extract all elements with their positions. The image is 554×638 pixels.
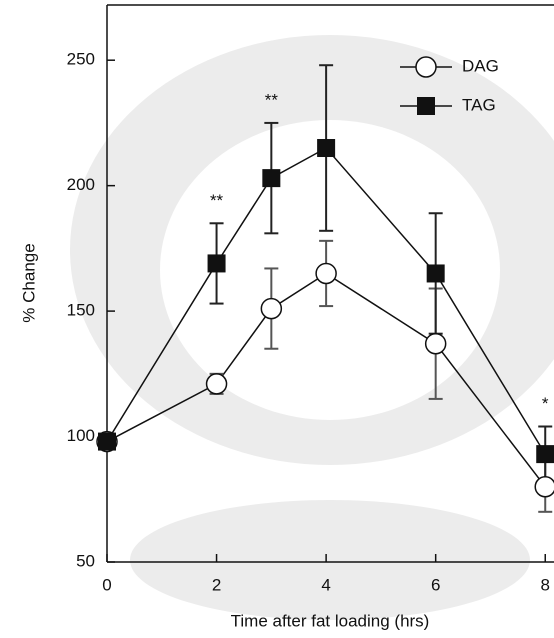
marker: [424, 332, 447, 355]
marker: [262, 169, 281, 188]
marker: [317, 139, 336, 158]
legend-marker: [415, 56, 437, 78]
x-tick-label: 6: [431, 575, 440, 594]
y-tick-label: 250: [67, 50, 95, 69]
x-tick-label: 4: [321, 575, 330, 594]
y-tick-label: 150: [67, 301, 95, 320]
marker: [534, 475, 554, 498]
legend-marker: [417, 97, 435, 115]
watermark: [70, 35, 554, 620]
marker: [315, 262, 337, 285]
series-line: [106, 272, 546, 488]
marker: [260, 297, 283, 320]
watermark-shape: [130, 500, 530, 620]
marker: [205, 373, 228, 395]
y-tick-label: 100: [67, 426, 95, 445]
marker: [536, 445, 554, 464]
y-tick-label: 50: [76, 551, 95, 570]
x-tick-label: 0: [102, 575, 111, 594]
y-tick-label: 200: [67, 175, 95, 194]
y-axis-label: % Change: [19, 243, 38, 322]
series-line: [106, 147, 546, 455]
legend-label: TAG: [462, 95, 496, 114]
x-tick-label: 8: [541, 575, 550, 594]
annotation: **: [210, 191, 224, 210]
marker: [426, 264, 445, 283]
annotation: **: [265, 90, 279, 109]
marker: [207, 254, 226, 273]
annotation: *: [542, 394, 549, 413]
legend-label: DAG: [462, 56, 499, 75]
x-axis-label: Time after fat loading (hrs): [231, 611, 430, 630]
marker: [98, 432, 116, 451]
x-tick-label: 2: [212, 575, 221, 594]
